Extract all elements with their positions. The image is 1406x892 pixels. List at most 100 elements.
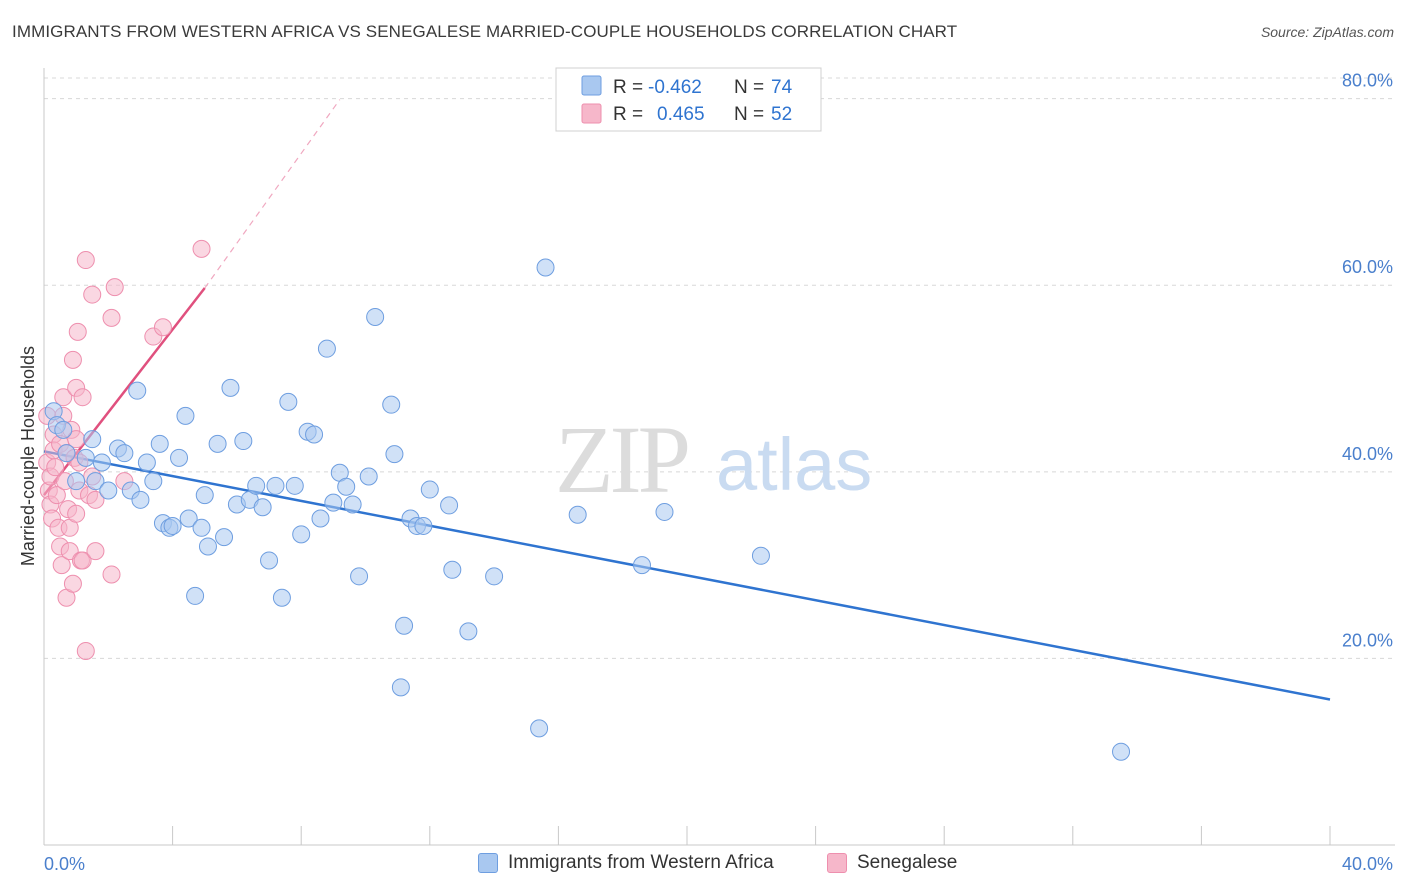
data-point-western-africa	[391, 678, 410, 697]
data-point-senegalese	[86, 542, 105, 561]
data-point-western-africa	[385, 445, 404, 464]
data-point-senegalese	[102, 308, 121, 327]
axes	[43, 68, 1395, 846]
legend-swatch-pink	[581, 103, 602, 124]
data-point-western-africa	[337, 477, 356, 496]
legend-label-western-africa: Immigrants from Western Africa	[508, 852, 774, 873]
data-point-western-africa	[76, 448, 95, 467]
data-point-western-africa	[266, 476, 285, 495]
legend-r-value-pink: 0.465	[657, 104, 705, 125]
chart-title: IMMIGRANTS FROM WESTERN AFRICA VS SENEGA…	[12, 22, 958, 41]
data-point-western-africa	[655, 502, 674, 521]
watermark-zip: ZIP	[555, 406, 688, 513]
data-point-western-africa	[67, 472, 86, 491]
data-point-western-africa	[131, 490, 150, 509]
data-point-western-africa	[292, 525, 311, 544]
legend-n-label-blue: N =	[734, 77, 764, 98]
data-point-western-africa	[86, 472, 105, 491]
data-point-senegalese	[153, 318, 172, 337]
data-point-western-africa	[440, 496, 459, 515]
legend-swatch-senegalese	[827, 853, 847, 873]
data-point-senegalese	[46, 458, 65, 477]
gridlines	[44, 77, 1395, 659]
data-point-senegalese	[192, 239, 211, 258]
series-western-africa	[44, 258, 1131, 761]
legend-swatch-blue	[581, 75, 602, 96]
data-point-senegalese	[52, 556, 71, 575]
data-point-western-africa	[420, 480, 439, 499]
data-point-western-africa	[285, 476, 304, 495]
data-point-western-africa	[530, 719, 549, 738]
data-point-western-africa	[751, 546, 770, 565]
data-point-western-africa	[443, 560, 462, 579]
data-point-western-africa	[395, 616, 414, 635]
data-point-western-africa	[92, 453, 111, 472]
data-point-western-africa	[54, 420, 73, 439]
data-point-senegalese	[86, 490, 105, 509]
data-point-western-africa	[198, 537, 217, 556]
legend-r-label-blue: R =	[613, 77, 643, 98]
data-point-western-africa	[366, 307, 385, 326]
trend-line-western-africa	[43, 450, 1331, 701]
data-point-western-africa	[305, 425, 324, 444]
data-point-western-africa	[57, 444, 76, 463]
data-point-western-africa	[144, 472, 163, 491]
data-point-western-africa	[260, 551, 279, 570]
data-point-western-africa	[83, 430, 102, 449]
data-point-western-africa	[195, 486, 214, 505]
legend-item-western-africa[interactable]: Immigrants from Western Africa	[478, 852, 774, 874]
data-point-western-africa	[128, 381, 147, 400]
data-point-western-africa	[176, 406, 195, 425]
data-point-western-africa	[208, 434, 227, 453]
watermark-atlas: atlas	[716, 423, 872, 506]
data-point-western-africa	[99, 481, 118, 500]
data-point-senegalese	[63, 350, 82, 369]
tick-labels: 20.0% 40.0% 60.0% 80.0% 0.0% 40.0%	[44, 71, 1393, 874]
y-tick-label: 80.0%	[1342, 71, 1393, 91]
data-point-western-africa	[247, 476, 266, 495]
data-point-senegalese	[76, 641, 95, 660]
data-point-senegalese	[47, 486, 66, 505]
data-point-western-africa	[568, 505, 587, 524]
data-point-western-africa	[279, 392, 298, 411]
y-tick-label: 20.0%	[1342, 630, 1393, 650]
legend-swatch-western-africa	[478, 853, 498, 873]
data-point-senegalese	[73, 388, 92, 407]
y-tick-label: 40.0%	[1342, 444, 1393, 464]
data-point-western-africa	[414, 516, 433, 535]
data-point-western-africa	[1112, 742, 1131, 761]
chart-source: Source: ZipAtlas.com	[1260, 24, 1394, 40]
legend-label-senegalese: Senegalese	[857, 852, 958, 873]
stats-legend: R = -0.462 N = 74 R = 0.465 N = 52	[555, 67, 822, 132]
legend-n-value-blue: 74	[771, 77, 793, 98]
y-axis-label: Married-couple Households	[18, 346, 38, 566]
data-point-western-africa	[186, 586, 205, 605]
data-point-western-africa	[272, 588, 291, 607]
data-point-western-africa	[253, 498, 272, 517]
data-point-western-africa	[382, 395, 401, 414]
legend-n-label-pink: N =	[734, 104, 764, 125]
x-tick-label-max: 40.0%	[1342, 854, 1393, 874]
data-point-western-africa	[343, 495, 362, 514]
data-point-western-africa	[150, 434, 169, 453]
data-point-western-africa	[192, 518, 211, 537]
data-point-senegalese	[67, 504, 86, 523]
x-tick-label-min: 0.0%	[44, 854, 85, 874]
data-point-senegalese	[105, 278, 124, 297]
data-point-western-africa	[221, 378, 240, 397]
watermark: ZIP atlas	[555, 406, 872, 513]
legend-r-label-pink: R =	[613, 104, 643, 125]
data-point-western-africa	[317, 339, 336, 358]
data-point-senegalese	[73, 551, 92, 570]
legend-n-value-pink: 52	[771, 104, 792, 125]
legend-r-value-blue: -0.462	[648, 77, 702, 98]
data-point-western-africa	[234, 432, 253, 451]
legend-item-senegalese[interactable]: Senegalese	[827, 852, 957, 874]
data-point-western-africa	[215, 528, 234, 547]
data-point-western-africa	[536, 258, 555, 277]
y-tick-label: 60.0%	[1342, 257, 1393, 277]
trend-extension-senegalese	[204, 99, 341, 289]
data-point-western-africa	[163, 516, 182, 535]
data-point-western-africa	[459, 622, 478, 641]
